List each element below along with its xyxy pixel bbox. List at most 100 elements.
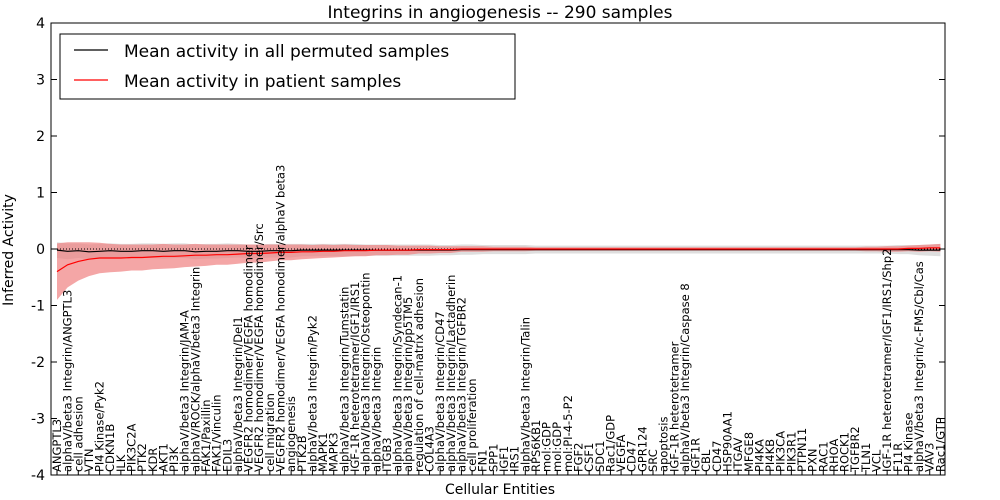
x-tick-label: mol:PI-4-5-P2 — [561, 395, 575, 472]
x-tick-label: SDC1 — [593, 440, 607, 472]
y-tick-label: 4 — [36, 16, 45, 32]
x-tick-label: PI4 Kinase — [901, 413, 915, 472]
x-tick-label: alphaV/beta3 Integrin/JAM-A — [178, 310, 192, 472]
x-tick-label: PTPN11 — [795, 428, 809, 472]
x-tick-label: angiogenesis — [284, 396, 298, 472]
x-tick-label: VEGFR2 homodimer/VEGFA homodimer/Src — [252, 223, 266, 472]
x-tick-label: IGF-1R heterotetramer/IGF1/IRS1 — [348, 282, 362, 472]
x-tick-label: cell adhesion — [71, 396, 85, 472]
y-tick-label: -4 — [31, 468, 45, 484]
y-tick-label: 1 — [36, 186, 45, 202]
x-tick-label: VAV3 — [923, 443, 937, 472]
x-tick-label: alphaV/beta3 Integrin — [369, 347, 383, 472]
x-tick-label: IRS1 — [508, 446, 522, 472]
x-tick-label: CDKN1B — [103, 424, 117, 472]
chart-title: Integrins in angiogenesis -- 290 samples — [328, 3, 673, 23]
x-tick-label: PI3K — [167, 446, 181, 472]
series-band-1 — [57, 242, 941, 300]
x-tick-label: SRC — [646, 449, 660, 472]
x-tick-label: alphaV/beta3 Integrin/Talin — [518, 317, 532, 472]
x-tick-label: ANGPTL3 — [50, 419, 64, 472]
x-tick-label: alphaV/beta3 Integrin/Pyk2 — [305, 315, 319, 472]
x-tick-label: alphaV/ROCK/alphaV/beta3 Integrin — [188, 267, 202, 472]
x-tick-label: CSF1 — [582, 443, 596, 472]
x-tick-label: alphaV/beta3 Integrin/Del1 — [231, 316, 245, 472]
x-tick-label: Rac1/GDP — [603, 415, 617, 472]
x-tick-label: MAPK3 — [327, 432, 341, 472]
x-tick-label: PTK2B — [295, 435, 309, 472]
x-tick-label: MFGE8 — [742, 432, 756, 472]
x-tick-label: COL4A3 — [423, 426, 437, 472]
x-tick-label: alphaV/beta3 Integrin/Tumstatin — [337, 287, 351, 472]
x-tick-label: GPR124 — [635, 426, 649, 472]
x-tick-label: IGF-1R heterotetramer/IGF1/IRS1/Shp2 — [880, 249, 894, 472]
x-tick-label: IGF-1R heterotetramer — [667, 341, 681, 472]
x-tick-label: RAC1 — [816, 441, 830, 472]
x-tick-label: TLN1 — [859, 443, 873, 473]
x-tick-label: FGF2 — [572, 443, 586, 472]
x-tick-label: KDR — [146, 448, 160, 472]
x-tick-label: ROCK1 — [838, 432, 852, 472]
x-tick-label: alphaV/beta3 Integrin/pp5TM5 — [401, 297, 415, 472]
x-tick-label: ILK — [114, 454, 128, 472]
x-tick-label: Rac1/GTP — [933, 417, 947, 472]
x-tick-label: F11R — [891, 443, 905, 472]
x-tick-label: HSP90AA1 — [721, 411, 735, 472]
x-tick-label: RHOA — [827, 438, 841, 471]
x-tick-label: alphaV/beta3 Integrin/Caspase 8 — [678, 283, 692, 472]
x-tick-label: PXN — [806, 449, 820, 472]
x-tick-label: PI4 Kinase/Pyk2 — [93, 381, 107, 472]
x-tick-label: ITGAV — [731, 437, 745, 471]
y-axis-label: Inferred Activity — [1, 194, 17, 306]
x-tick-label: alphaV/beta3 Integrin/Lactadherin — [444, 275, 458, 472]
x-tick-label: alphaV/beta3 Integrin/Syndecan-1 — [391, 275, 405, 472]
x-tick-label: VEGFR2 homodimer/VEGFA homodimer — [242, 245, 256, 472]
legend-box — [59, 33, 516, 100]
x-tick-label: PIK3CA — [774, 431, 788, 472]
x-tick-label: PI4KA — [752, 439, 766, 472]
x-tick-label: alphaV/beta3 Integrin/c-FMS/Cbl/Cas — [912, 261, 926, 472]
y-tick-label: 2 — [36, 129, 45, 145]
x-tick-label: SPP1 — [486, 444, 500, 473]
x-tick-label: alphaV/beta3 Integrin/Osteopontin — [359, 273, 373, 472]
x-tick-label: VEGFA — [614, 434, 628, 472]
x-tick-label: CD47 — [710, 441, 724, 473]
x-tick-label: MAPK1 — [316, 432, 330, 472]
x-tick-label: CBL — [699, 449, 713, 472]
x-tick-label: CD47 — [625, 440, 639, 472]
y-tick-label: 3 — [36, 73, 45, 89]
x-tick-label: mol:GDP — [540, 422, 554, 472]
x-tick-label: FN1 — [476, 449, 490, 472]
x-tick-label: RPS6KB1 — [529, 420, 543, 472]
x-tick-label: VCL — [870, 449, 884, 472]
x-tick-label: IGF1 — [497, 446, 511, 472]
x-tick-label: cell migration — [263, 393, 277, 472]
x-axis-label: Cellular Entities — [445, 482, 555, 498]
x-tick-label: alphaV/beta3 Integrin/ANGPTL3 — [61, 290, 75, 472]
x-tick-label: PIK3R1 — [784, 432, 798, 473]
x-tick-label: PTK2 — [135, 443, 149, 472]
x-tick-label: alphaV/beta3 Integrin/CD47 — [433, 311, 447, 472]
x-tick-label: FAK1/Paxillin — [199, 400, 213, 473]
x-tick-label: PIK3C2A — [125, 423, 139, 472]
x-tick-label: cell proliferation — [465, 378, 479, 472]
legend-label-permuted: Mean activity in all permuted samples — [124, 42, 449, 62]
x-tick-label: alphaV/beta3 Integrin/TGFBR2 — [454, 297, 468, 472]
x-tick-label: PI4KB — [763, 439, 777, 472]
x-tick-label: regulation of cell-matrix adhesion — [412, 278, 426, 472]
x-tick-label: EDIL3 — [220, 439, 234, 472]
x-tick-label: ITGB3 — [380, 437, 394, 472]
series-line-1 — [56, 247, 941, 273]
x-tick-label: AKT1 — [156, 443, 170, 472]
y-tick-label: -1 — [31, 299, 45, 315]
y-tick-label: -3 — [31, 412, 45, 428]
x-tick-label: FAK1/Vinculin — [210, 394, 224, 472]
x-tick-label: apoptosis — [657, 417, 671, 472]
x-tick-label: VEGFR2 homodimer/VEGFA homodimer/alphaV … — [274, 165, 288, 472]
x-tick-label: mol:GDP — [550, 422, 564, 472]
x-tick-label: TGFBR2 — [848, 426, 862, 473]
y-tick-label: -2 — [31, 355, 45, 371]
legend-label-patient: Mean activity in patient samples — [124, 72, 401, 92]
